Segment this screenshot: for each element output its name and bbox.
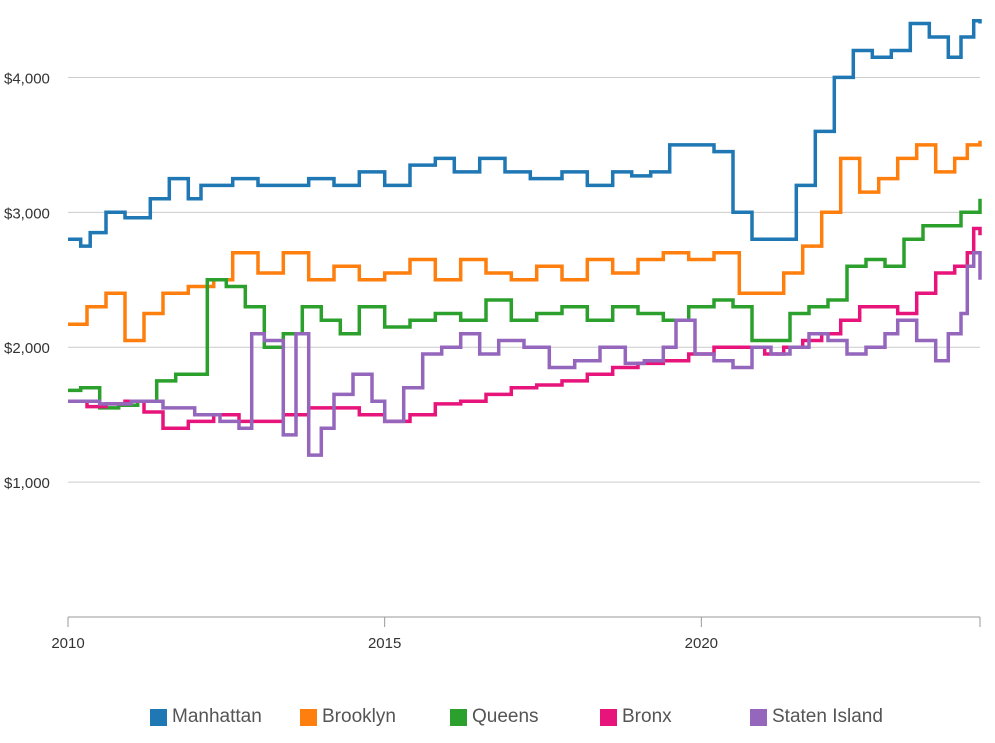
x-tick-label: 2015 <box>368 635 401 652</box>
legend-swatch <box>450 708 467 726</box>
legend-item-bronx[interactable]: Bronx <box>600 706 672 728</box>
legend-item-queens[interactable]: Queens <box>450 706 539 728</box>
series-line-brooklyn <box>68 140 982 343</box>
y-tick-label: $1,000 <box>4 475 50 492</box>
legend-item-brooklyn[interactable]: Brooklyn <box>300 706 396 728</box>
series-lines <box>68 19 982 457</box>
series-line-staten-island <box>68 251 982 457</box>
x-tick-label: 2010 <box>51 635 84 652</box>
legend-swatch <box>750 708 767 726</box>
legend-label: Queens <box>472 706 539 727</box>
legend-label: Manhattan <box>172 706 262 727</box>
legend-label: Bronx <box>622 706 672 727</box>
y-tick-label: $4,000 <box>4 70 50 87</box>
legend-swatch <box>150 708 167 726</box>
legend-label: Staten Island <box>772 706 883 727</box>
series-line-manhattan <box>68 19 982 248</box>
legend-swatch <box>600 708 617 726</box>
line-chart: $1,000 $2,000 $3,000 $4,000 2010 2015 2020 <box>4 19 982 652</box>
legend-item-staten-island[interactable]: Staten Island <box>750 706 883 728</box>
x-tick-label: 2020 <box>685 635 718 652</box>
legend: Manhattan Brooklyn Queens Bronx Staten Islan… <box>0 706 995 740</box>
legend-item-manhattan[interactable]: Manhattan <box>150 706 262 728</box>
gridlines <box>68 76 980 483</box>
series-line-queens <box>68 198 982 410</box>
series-line-bronx <box>68 226 982 430</box>
legend-swatch <box>300 708 317 726</box>
y-tick-label: $3,000 <box>4 205 50 222</box>
y-tick-label: $2,000 <box>4 340 50 357</box>
legend-label: Brooklyn <box>322 706 396 727</box>
axes: $1,000 $2,000 $3,000 $4,000 2010 2015 2020 <box>4 70 981 652</box>
